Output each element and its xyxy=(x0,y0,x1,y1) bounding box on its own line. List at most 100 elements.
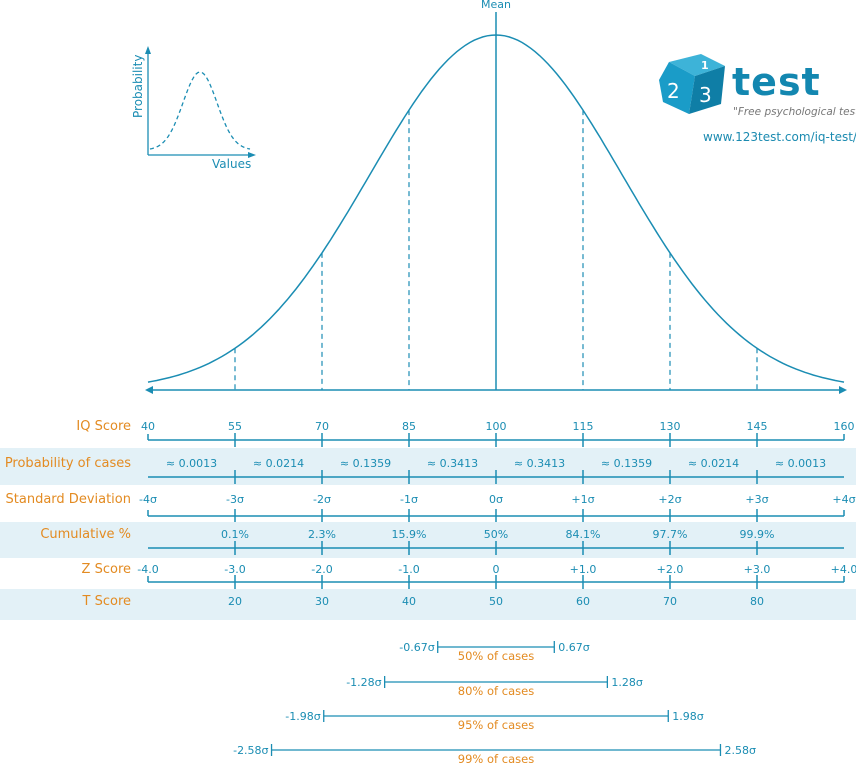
interval-caption: 95% of cases xyxy=(458,718,534,732)
interval-caption: 50% of cases xyxy=(458,649,534,663)
svg-text:2: 2 xyxy=(667,79,680,103)
row-value: 2.3% xyxy=(308,528,336,541)
probability-value: ≈ 0.0013 xyxy=(775,457,826,470)
mean-label: Mean xyxy=(481,0,511,11)
row-value: 145 xyxy=(747,420,768,433)
row-value: 50% xyxy=(484,528,508,541)
row-label: Cumulative % xyxy=(40,527,131,542)
row-standard-deviation: Standard Deviation -4σ -3σ -2σ -1σ 0σ +1σ +2σ +3… xyxy=(6,492,856,523)
probability-value: ≈ 0.1359 xyxy=(601,457,652,470)
inset-x-arrow-icon xyxy=(248,152,256,158)
row-value: -3.0 xyxy=(224,563,245,576)
row-value: +1.0 xyxy=(570,563,597,576)
row-z-score: Z Score -4.0 -3.0 -2.0 -1.0 0 +1.0 +2.0 +3.0 +4.0 xyxy=(82,562,856,589)
123test-logo: 1 2 3 test "Free psychological tests" ww… xyxy=(655,52,856,147)
row-iq-score: IQ Score 40 55 70 85 100 115 130 145 160 xyxy=(76,419,855,447)
row-value: 130 xyxy=(660,420,681,433)
row-value: 30 xyxy=(315,595,329,608)
row-value: -2.0 xyxy=(311,563,332,576)
interval-95-percent: -1.98σ 1.98σ 95% of cases xyxy=(285,710,704,732)
axis-left-arrow-icon xyxy=(145,386,153,394)
row-label: Probability of cases xyxy=(5,456,131,471)
inset-dashed-curve xyxy=(149,71,251,150)
row-t-score: T Score 20 30 40 50 60 70 80 xyxy=(0,589,856,620)
row-value: -1σ xyxy=(400,493,418,506)
row-value: 84.1% xyxy=(566,528,601,541)
score-rows: IQ Score 40 55 70 85 100 115 130 145 160 Probabili… xyxy=(0,419,856,620)
row-label: Z Score xyxy=(82,562,131,577)
interval-99-percent: -2.58σ 2.58σ 99% of cases xyxy=(233,744,756,764)
row-value: 15.9% xyxy=(392,528,427,541)
row-value: +3.0 xyxy=(744,563,771,576)
site-url[interactable]: www.123test.com/iq-test/ xyxy=(703,130,856,144)
row-value: 50 xyxy=(489,595,503,608)
interval-right-label: 1.28σ xyxy=(611,676,642,689)
row-value: 40 xyxy=(402,595,416,608)
row-value: +2.0 xyxy=(657,563,684,576)
row-value: 0σ xyxy=(489,493,503,506)
row-value: +2σ xyxy=(658,493,681,506)
row-value: -4σ xyxy=(139,493,157,506)
interval-50-percent: -0.67σ 0.67σ 50% of cases xyxy=(399,641,590,663)
row-value: +1σ xyxy=(571,493,594,506)
row-value: -2σ xyxy=(313,493,331,506)
row-band xyxy=(0,589,856,620)
probability-value: ≈ 0.1359 xyxy=(340,457,391,470)
row-value: 60 xyxy=(576,595,590,608)
row-label: T Score xyxy=(82,594,131,609)
row-value: 115 xyxy=(573,420,594,433)
row-value: 97.7% xyxy=(653,528,688,541)
row-cumulative-: Cumulative % 0.1% 2.3% 15.9% 50% 84.1% 97.7% 99… xyxy=(0,522,856,558)
svg-text:3: 3 xyxy=(699,83,712,107)
probability-value: ≈ 0.0214 xyxy=(253,457,304,470)
row-value: 20 xyxy=(228,595,242,608)
axis-right-arrow-icon xyxy=(839,386,847,394)
confidence-intervals: -0.67σ 0.67σ 50% of cases -1.28σ 1.28σ 80% of… xyxy=(233,641,756,764)
probability-value: ≈ 0.0214 xyxy=(688,457,739,470)
interval-left-label: -2.58σ xyxy=(233,744,268,757)
interval-left-label: -1.28σ xyxy=(346,676,381,689)
probability-value: ≈ 0.0013 xyxy=(166,457,217,470)
probability-value: ≈ 0.3413 xyxy=(427,457,478,470)
row-value: 85 xyxy=(402,420,416,433)
inset-labels: Probability Values xyxy=(131,55,251,171)
row-value: 70 xyxy=(315,420,329,433)
row-value: 55 xyxy=(228,420,242,433)
row-value: 100 xyxy=(486,420,507,433)
logo-wordmark: test xyxy=(732,60,821,104)
row-band xyxy=(0,448,856,485)
bell-curve xyxy=(145,12,847,394)
interval-right-label: 1.98σ xyxy=(672,710,703,723)
interval-caption: 80% of cases xyxy=(458,684,534,698)
probability-value: ≈ 0.3413 xyxy=(514,457,565,470)
row-value: +4.0 xyxy=(831,563,856,576)
interval-caption: 99% of cases xyxy=(458,752,534,764)
row-value: 0 xyxy=(493,563,500,576)
row-value: 70 xyxy=(663,595,677,608)
row-value: 99.9% xyxy=(740,528,775,541)
row-value: 0.1% xyxy=(221,528,249,541)
inset-y-arrow-icon xyxy=(145,46,151,54)
inset-x-label: Values xyxy=(212,157,251,171)
row-value: +3σ xyxy=(745,493,768,506)
row-probability-of-cases: Probability of cases ≈ 0.0013 ≈ 0.0214 ≈ 0.… xyxy=(0,448,856,485)
inset-y-label: Probability xyxy=(131,55,145,118)
interval-left-label: -1.98σ xyxy=(285,710,320,723)
row-label: IQ Score xyxy=(76,419,131,434)
interval-right-label: 2.58σ xyxy=(724,744,755,757)
interval-80-percent: -1.28σ 1.28σ 80% of cases xyxy=(346,676,643,698)
row-value: -4.0 xyxy=(137,563,158,576)
row-value: 40 xyxy=(141,420,155,433)
svg-text:1: 1 xyxy=(701,59,709,72)
row-value: 80 xyxy=(750,595,764,608)
dice-logo-icon: 1 2 3 xyxy=(659,54,725,114)
row-value: -1.0 xyxy=(398,563,419,576)
row-value: -3σ xyxy=(226,493,244,506)
inset-distribution-sketch xyxy=(145,46,256,158)
row-band xyxy=(0,522,856,558)
row-value: 160 xyxy=(834,420,855,433)
row-label: Standard Deviation xyxy=(6,492,131,507)
interval-left-label: -0.67σ xyxy=(399,641,434,654)
logo-tagline: "Free psychological tests" xyxy=(733,106,856,118)
